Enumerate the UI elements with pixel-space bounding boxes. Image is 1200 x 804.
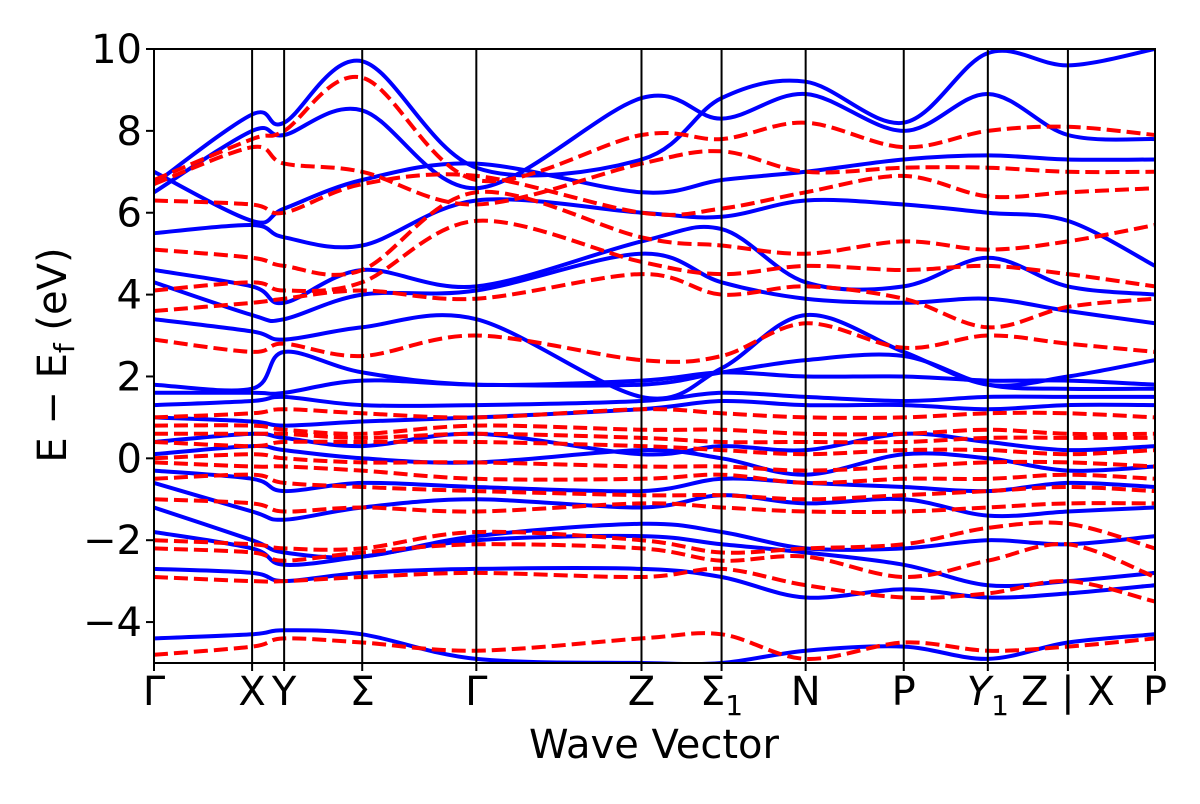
solid-band-18 bbox=[154, 49, 1155, 186]
y-tick-label-2: 0 bbox=[117, 436, 142, 482]
y-tick-label-4: 4 bbox=[117, 273, 142, 319]
y-tick-label-1: −2 bbox=[83, 518, 142, 564]
y-axis-label-main: E − E bbox=[30, 353, 76, 463]
y-axis-label-units: (eV) bbox=[30, 247, 76, 343]
x-tick-label-10: Z | X bbox=[1021, 669, 1115, 715]
plot-border bbox=[153, 48, 1156, 664]
x-tick-label-3: Σ bbox=[350, 669, 375, 715]
bands-layer bbox=[154, 49, 1155, 663]
x-axis-label: Wave Vector bbox=[529, 722, 780, 768]
y-axis-ticks: −4 −2 0 2 4 6 8 10 bbox=[83, 27, 154, 646]
y-axis-label: E − Ef (eV) bbox=[30, 247, 81, 462]
x-tick-label-5: Z bbox=[628, 669, 655, 715]
y-tick-label-5: 6 bbox=[117, 191, 142, 237]
y-tick-label-7: 10 bbox=[91, 27, 142, 73]
solid-band-17 bbox=[154, 91, 1155, 194]
x-tick-label-8: P bbox=[892, 669, 916, 715]
x-tick-label-7: N bbox=[791, 669, 821, 715]
solid-band-1 bbox=[154, 566, 1155, 600]
solid-band-0 bbox=[154, 628, 1155, 663]
y-tick-label-3: 2 bbox=[117, 354, 142, 400]
y-tick-label-0: −4 bbox=[83, 600, 142, 646]
x-tick-label-11: P bbox=[1143, 669, 1167, 715]
x-axis-ticks: Γ X Y Σ Γ Z Σ1 N P Y1 Z | X P bbox=[143, 663, 1167, 722]
x-tick-label-6: Σ1 bbox=[700, 669, 743, 722]
y-tick-label-6: 8 bbox=[117, 109, 142, 155]
x-tick-label-1: X bbox=[238, 669, 265, 715]
x-tick-label-0: Γ bbox=[143, 669, 166, 715]
x-tick-label-2: Y bbox=[271, 669, 297, 715]
x-tick-label-4: Γ bbox=[465, 669, 488, 715]
x-tick-label-9: Y1 bbox=[967, 669, 1009, 722]
plot-frame bbox=[153, 48, 1156, 664]
y-axis-label-subscript: f bbox=[48, 342, 81, 353]
high-symmetry-lines bbox=[251, 49, 1069, 663]
